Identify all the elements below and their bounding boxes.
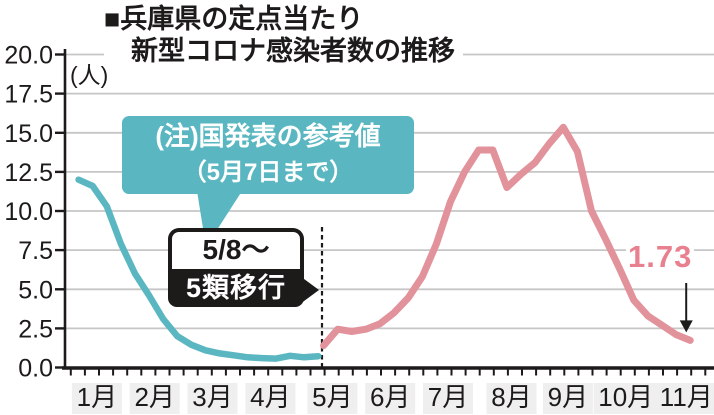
x-axis-label: 5月 <box>312 382 352 412</box>
y-axis-label: 12.5 <box>4 159 53 187</box>
x-axis-label: 6月 <box>370 382 410 412</box>
transition-callout: 5/8～ 5類移行 <box>168 228 304 307</box>
post-transition-line <box>320 123 694 350</box>
note-callout-line1: (注)国発表の参考値 <box>155 121 381 151</box>
note-callout: (注)国発表の参考値 （5月7日まで） <box>122 116 414 194</box>
x-axis-label: 8月 <box>491 382 531 412</box>
month-label-chip <box>71 383 122 414</box>
end-value-arrowhead <box>679 320 693 333</box>
x-axis-label: 11月 <box>660 382 713 412</box>
month-label-chip <box>542 383 593 414</box>
transition-date-label: 5/8～ <box>168 228 304 269</box>
y-axis-label: 5.0 <box>18 276 53 304</box>
y-axis-label: 0.0 <box>18 355 53 383</box>
x-axis-label: 1月 <box>77 382 117 412</box>
x-axis-label: 2月 <box>134 382 174 412</box>
pre-transition-line <box>75 176 322 362</box>
month-label-chip <box>423 383 473 414</box>
chart-title-line1: ■兵庫県の定点当たり <box>104 4 364 34</box>
y-axis-label: 20.0 <box>4 42 53 70</box>
y-axis-unit-label: (人) <box>70 62 109 88</box>
month-label-chip <box>654 383 714 414</box>
transition-arrow <box>300 276 319 304</box>
month-label-chip <box>365 383 416 414</box>
x-axis-label: 9月 <box>548 382 588 412</box>
chart-title: ■兵庫県の定点当たり 新型コロナ感染者数の推移 <box>104 1 463 69</box>
x-axis-label: 4月 <box>250 382 290 412</box>
note-callout-line2: （5月7日まで） <box>182 159 354 186</box>
y-axis-label: 7.5 <box>18 237 53 265</box>
month-label-chip <box>593 383 658 414</box>
y-axis-label: 2.5 <box>18 315 53 343</box>
y-axis-label: 10.0 <box>4 198 53 226</box>
x-axis-label: 7月 <box>428 382 468 412</box>
month-label-chip <box>307 383 358 414</box>
transition-class-label: 5類移行 <box>168 269 304 307</box>
month-label-chip <box>187 383 238 414</box>
end-value-label: 1.73 <box>626 239 695 275</box>
chart-title-line2: 新型コロナ感染者数の推移 <box>131 36 455 66</box>
x-axis-label: 3月 <box>192 382 232 412</box>
month-label-chip <box>129 383 180 414</box>
month-label-chip <box>245 383 296 414</box>
month-label-chip <box>486 383 537 414</box>
y-axis-label: 17.5 <box>4 81 53 109</box>
x-axis-label: 10月 <box>598 382 653 412</box>
y-axis-label: 15.0 <box>4 120 53 148</box>
